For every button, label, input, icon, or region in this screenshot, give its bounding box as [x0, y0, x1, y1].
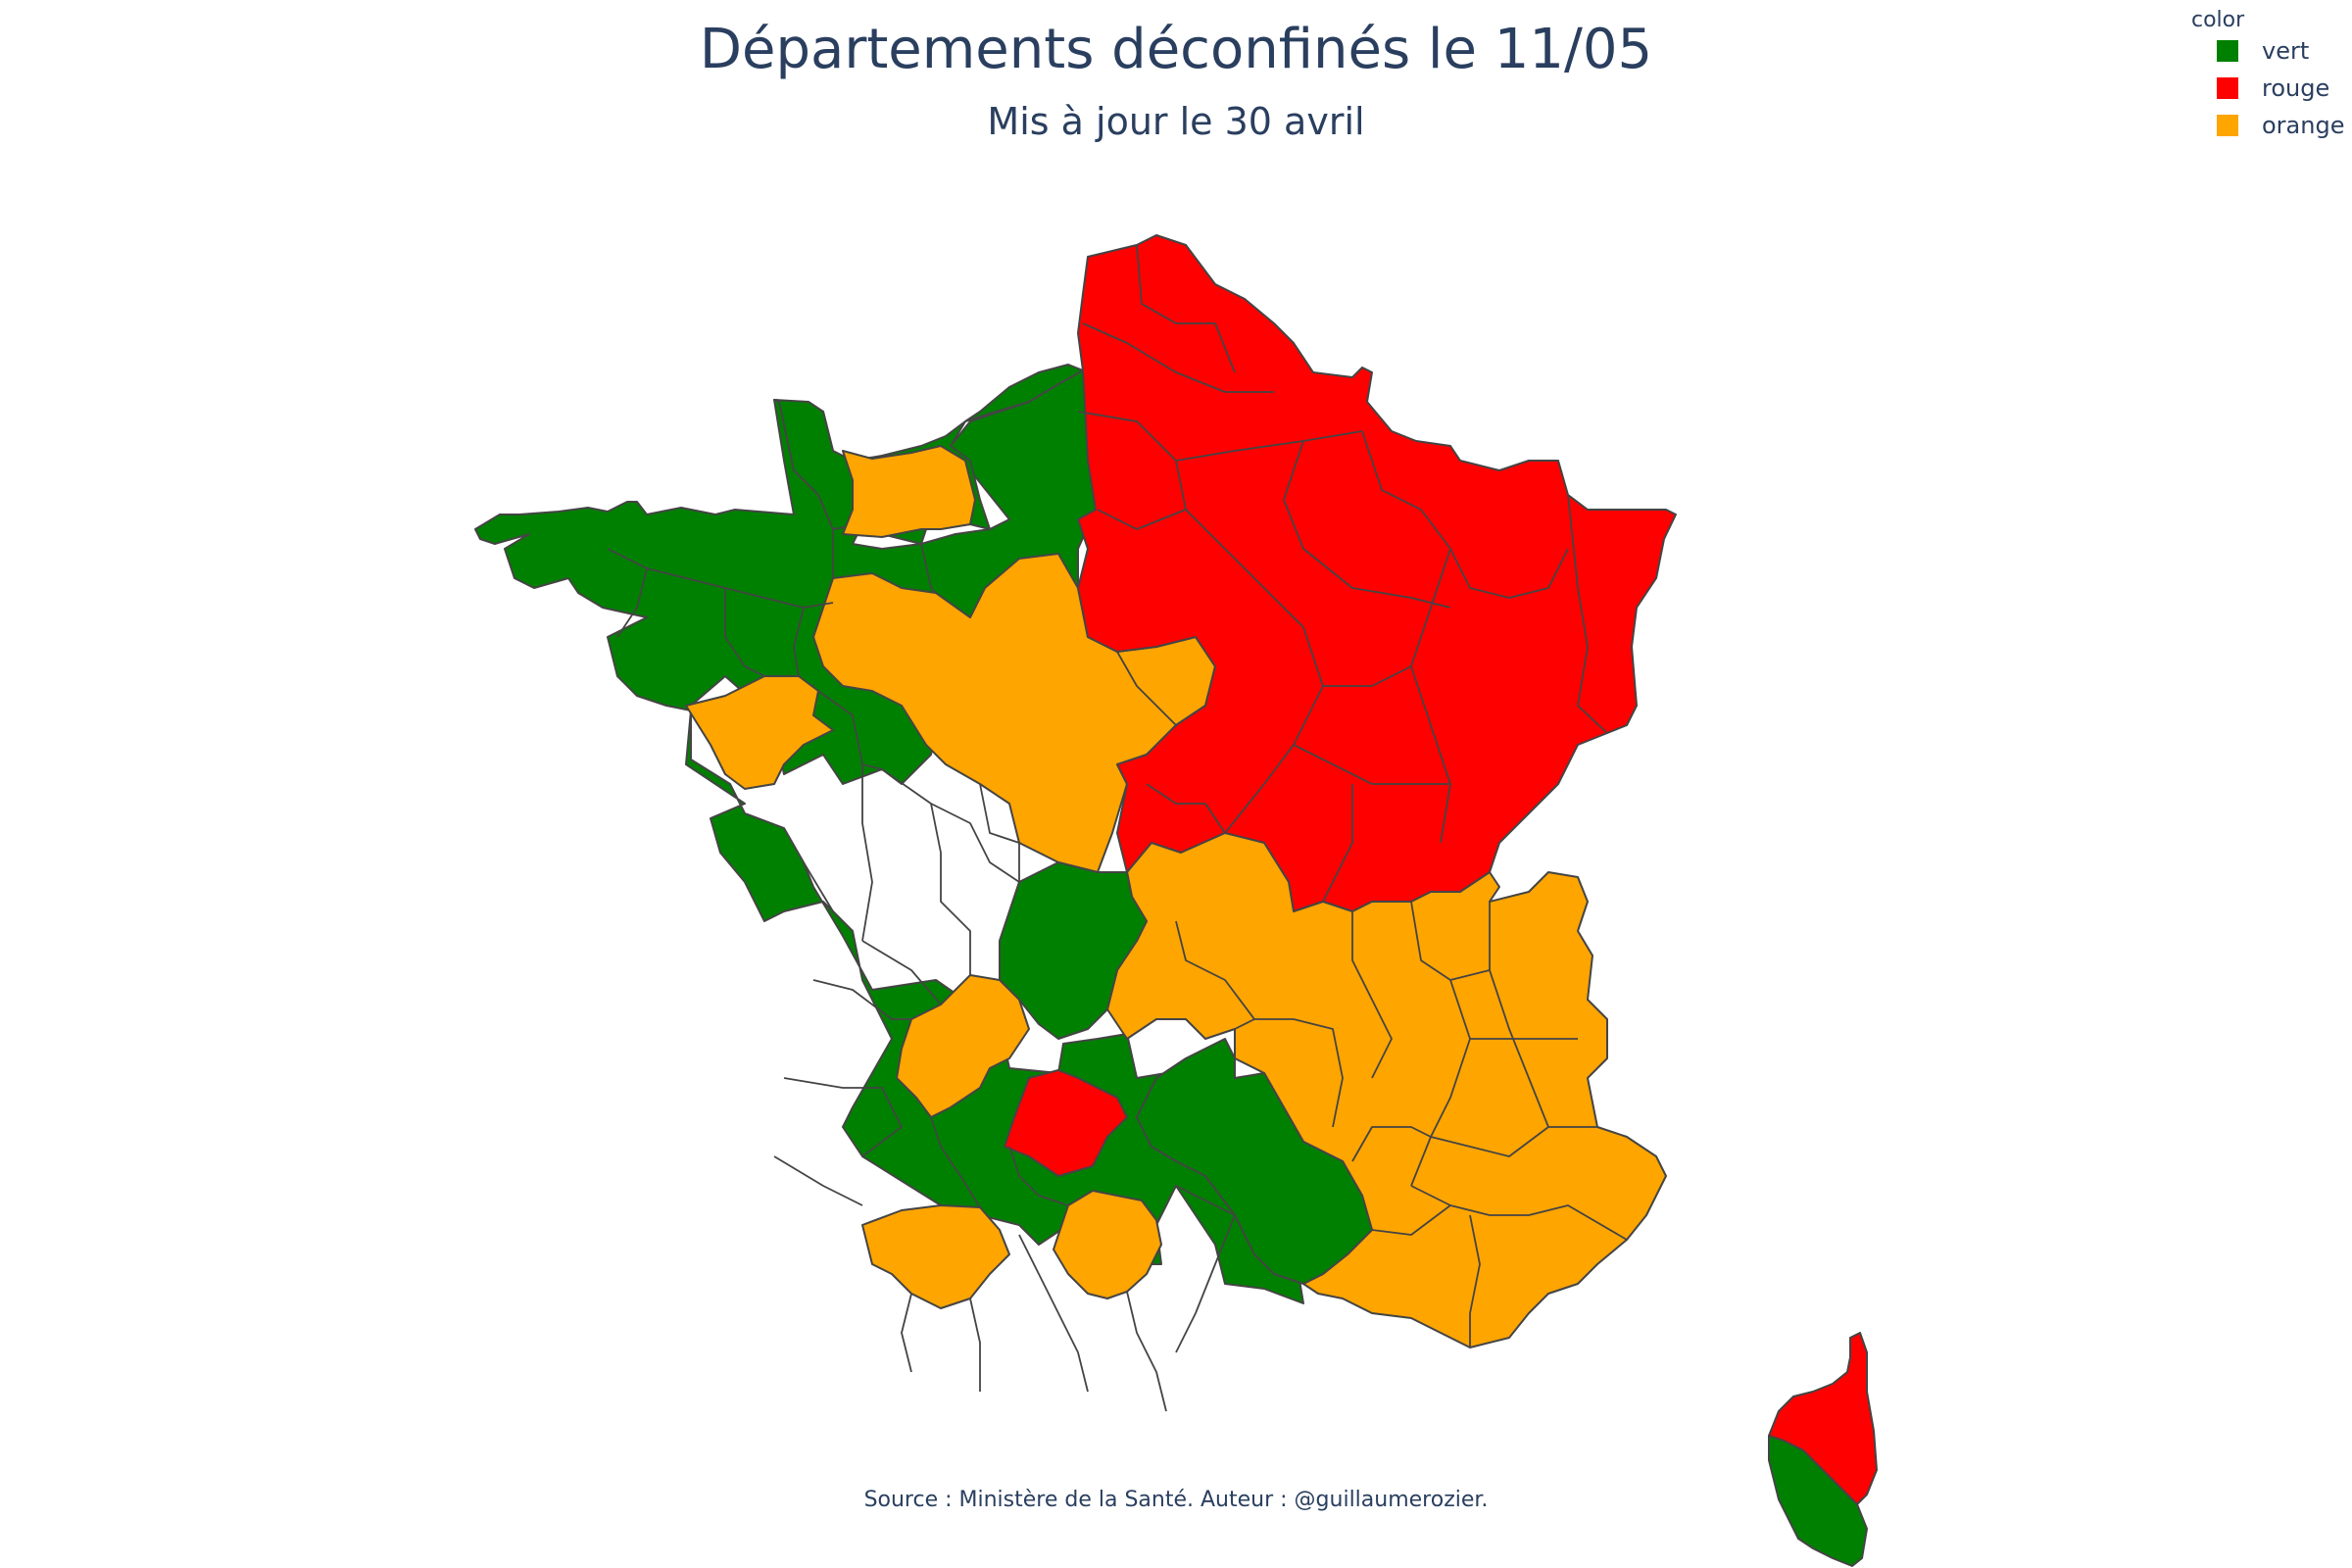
region-orange-tarn[interactable]: [1053, 1190, 1162, 1299]
map-title: Départements déconfinés le 11/05: [699, 18, 1653, 81]
legend: color vert rouge orange: [2191, 8, 2348, 144]
source-note: Source : Ministère de la Santé. Auteur :…: [863, 1488, 1489, 1512]
region-orange-loire-atlantique[interactable]: [685, 675, 834, 790]
department-borders: [607, 244, 1628, 1412]
region-orange-dordogne[interactable]: [896, 974, 1030, 1118]
legend-label-orange: orange: [2262, 112, 2345, 139]
region-orange-gers[interactable]: [861, 1204, 1010, 1309]
region-red-northeast[interactable]: [1077, 234, 1677, 912]
legend-swatch-rouge: [2217, 77, 2238, 99]
legend-title: color: [2191, 8, 2245, 32]
legend-item-rouge[interactable]: rouge: [2191, 70, 2348, 107]
region-green-corse-du-sud[interactable]: [1768, 1435, 1868, 1567]
legend-label-vert: vert: [2262, 37, 2310, 65]
region-orange-calvados[interactable]: [842, 445, 976, 538]
legend-item-vert[interactable]: vert: [2191, 32, 2348, 70]
legend-label-rouge: rouge: [2262, 74, 2330, 102]
map-subtitle: Mis à jour le 30 avril: [987, 100, 1365, 143]
region-green-massif[interactable]: [1136, 1038, 1373, 1285]
legend-item-orange[interactable]: orange: [2191, 107, 2348, 144]
legend-swatch-vert: [2217, 40, 2238, 62]
region-orange-southeast[interactable]: [1106, 832, 1667, 1348]
region-red-lot[interactable]: [1004, 1069, 1128, 1177]
legend-swatch-orange: [2217, 115, 2238, 136]
